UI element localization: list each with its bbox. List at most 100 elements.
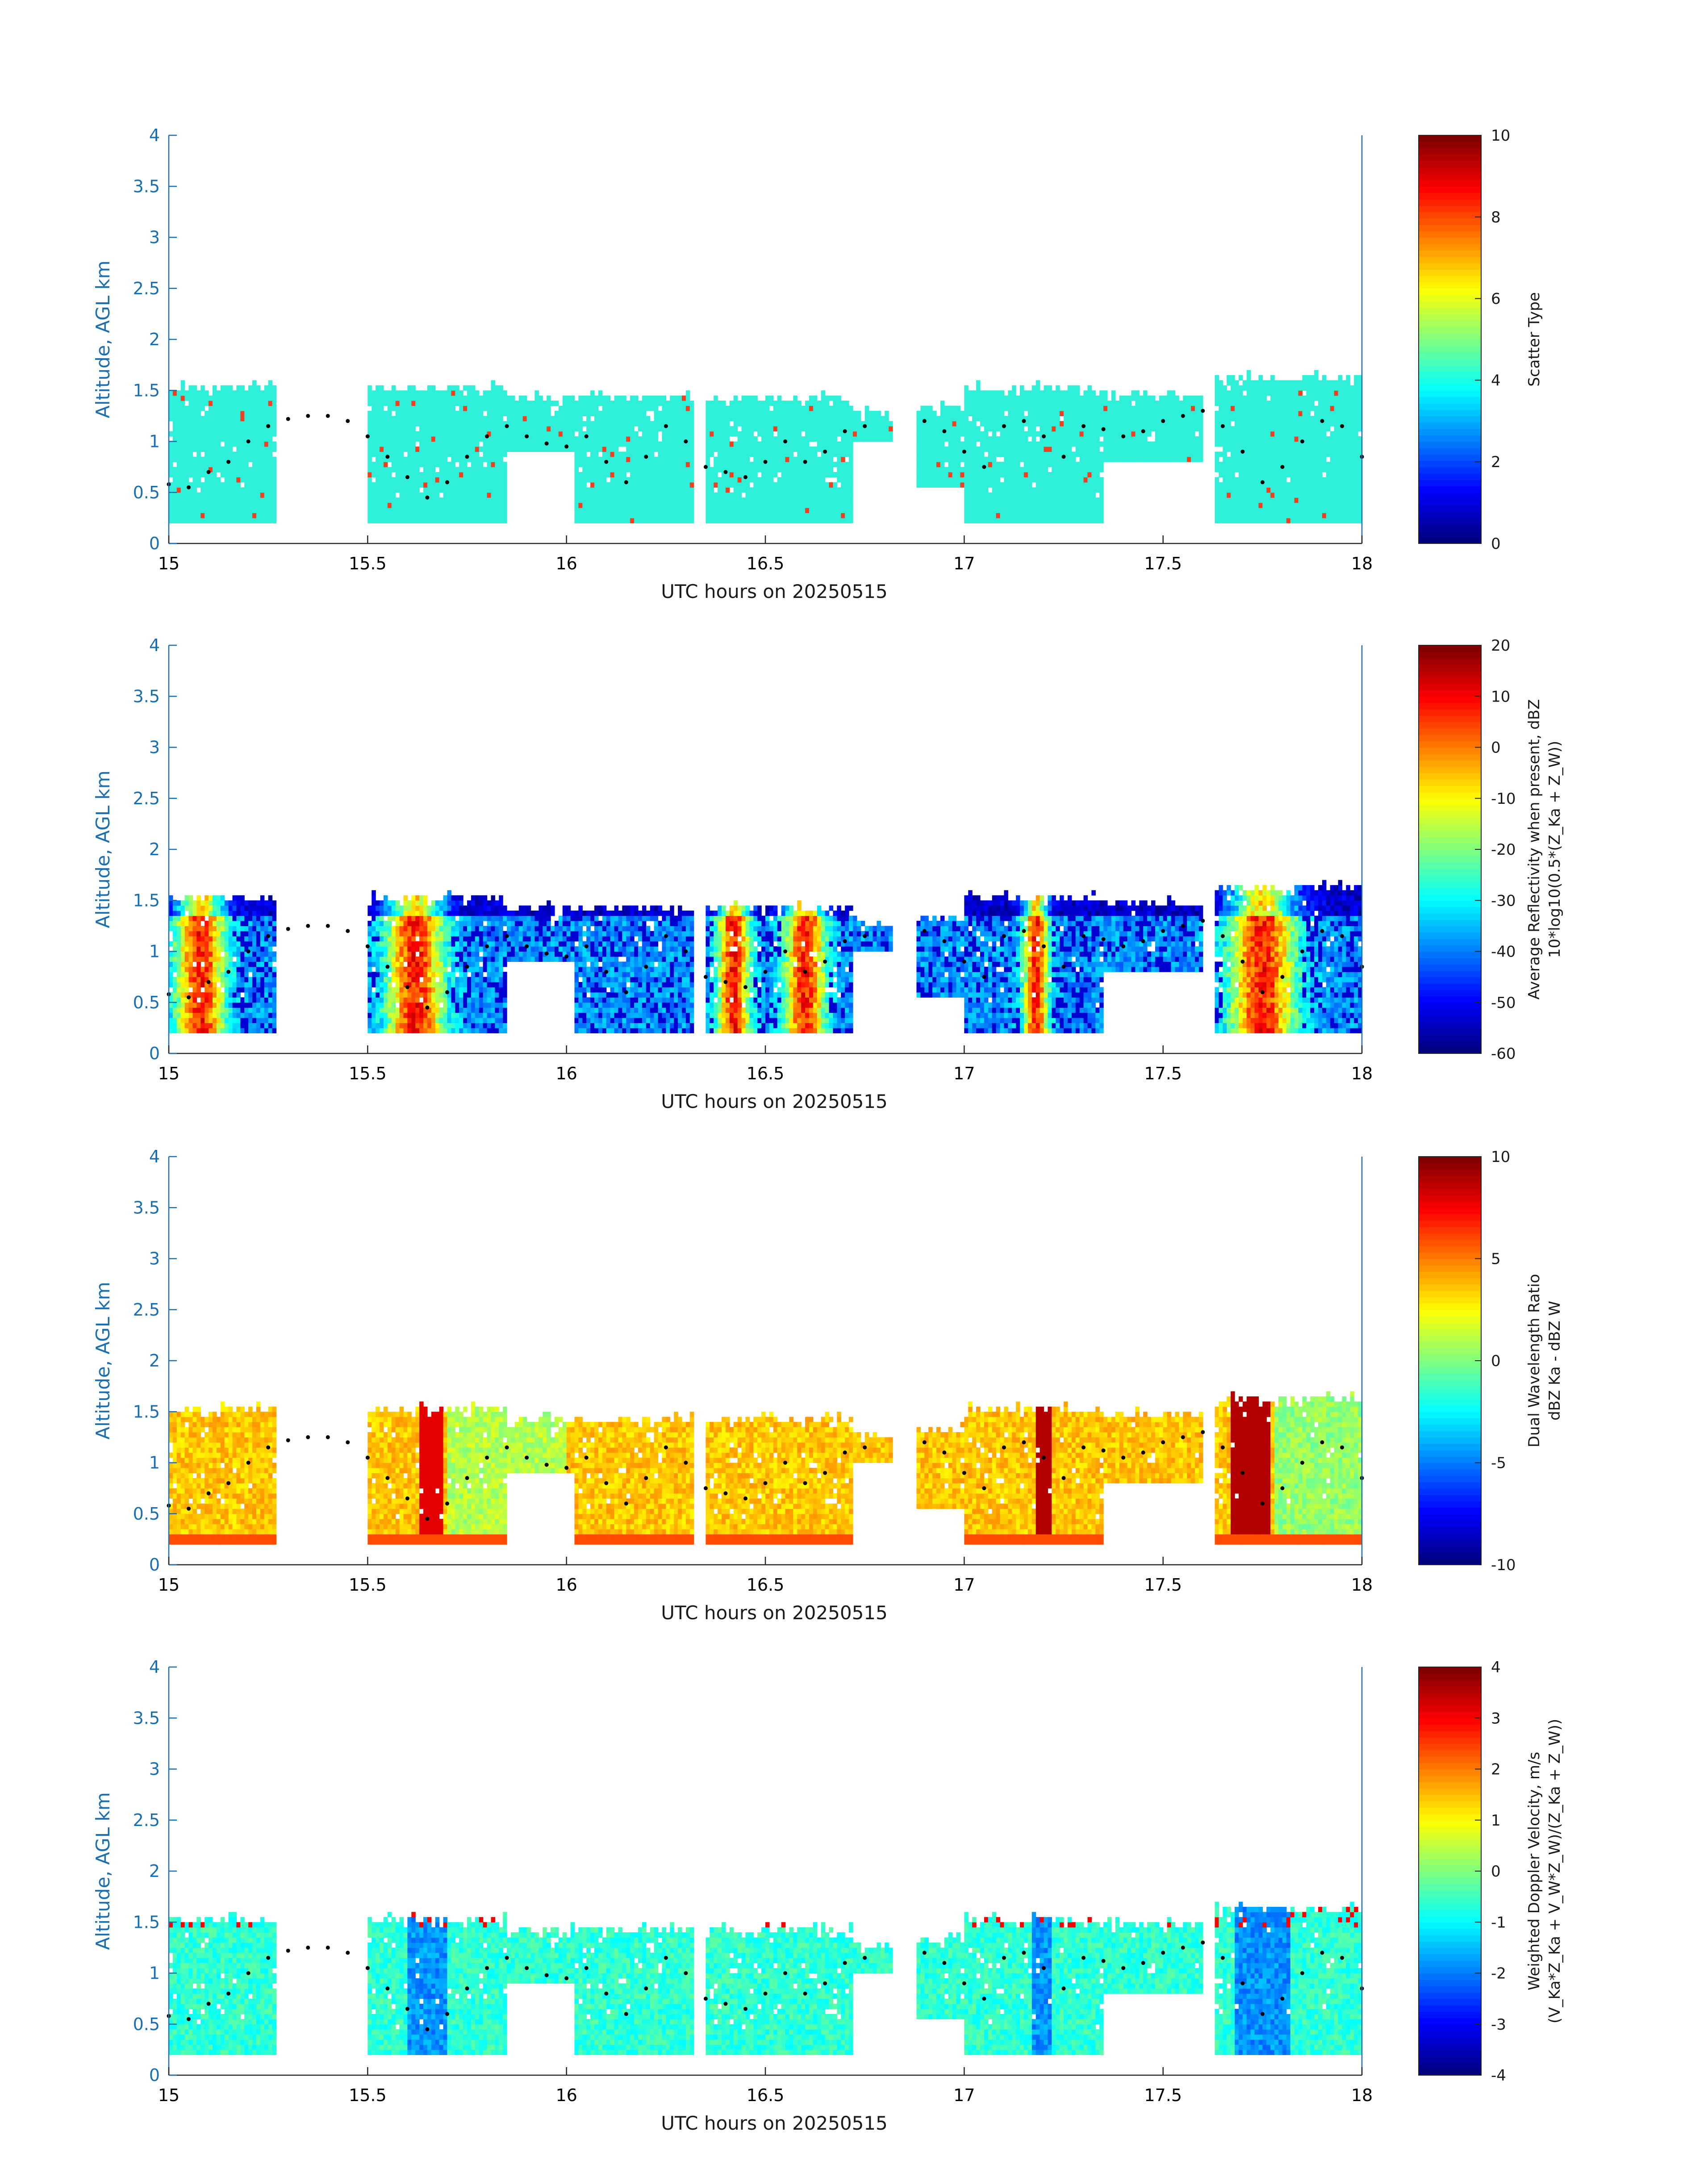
heatmap-cell xyxy=(1024,472,1028,477)
heatmap-cell xyxy=(805,497,810,503)
heatmap-cell xyxy=(730,431,734,437)
heatmap-cell xyxy=(1231,375,1235,380)
heatmap-cell xyxy=(769,482,774,488)
heatmap-cell xyxy=(841,416,845,421)
heatmap-cell xyxy=(1235,477,1239,482)
heatmap-cell xyxy=(252,451,257,457)
heatmap-cell xyxy=(1044,385,1048,391)
heatmap-cell xyxy=(256,406,261,411)
heatmap-cell xyxy=(495,411,499,416)
heatmap-cell xyxy=(932,462,937,467)
heatmap-cell xyxy=(1227,467,1231,472)
heatmap-cell xyxy=(1143,436,1148,442)
heatmap-cell xyxy=(777,426,782,431)
heatmap-cell xyxy=(749,508,754,513)
heatmap-cell xyxy=(944,421,949,426)
heatmap-cell xyxy=(1068,467,1072,472)
heatmap-cell xyxy=(1004,472,1008,477)
heatmap-cell xyxy=(1036,482,1040,488)
heatmap-cell xyxy=(710,493,714,498)
heatmap-cell xyxy=(451,426,455,431)
heatmap-cell xyxy=(511,401,515,406)
heatmap-cell xyxy=(1131,426,1136,431)
heatmap-cell xyxy=(825,421,830,426)
heatmap-cell xyxy=(618,421,622,426)
heatmap-cell xyxy=(1020,396,1024,401)
heatmap-cell xyxy=(467,416,472,421)
heatmap-cell xyxy=(1183,436,1187,442)
heatmap-cell xyxy=(372,426,376,431)
heatmap-cell xyxy=(726,411,730,416)
heatmap-cell xyxy=(192,401,197,406)
heatmap-cell xyxy=(1004,406,1008,411)
heatmap-cell xyxy=(1060,472,1064,477)
heatmap-cell xyxy=(1235,467,1239,472)
heatmap-cell xyxy=(630,416,635,421)
heatmap-cell xyxy=(233,467,237,472)
heatmap-cell xyxy=(423,508,428,513)
heatmap-cell xyxy=(256,421,261,426)
heatmap-cell xyxy=(1036,508,1040,513)
heatmap-cell xyxy=(686,487,690,493)
heatmap-cell xyxy=(742,451,746,457)
heatmap-cell xyxy=(753,467,758,472)
heatmap-cell xyxy=(849,493,853,498)
heatmap-cell xyxy=(630,477,635,482)
heatmap-cell xyxy=(177,431,181,437)
heatmap-cell xyxy=(403,447,408,452)
heatmap-cell xyxy=(618,442,622,447)
heatmap-cell xyxy=(809,518,814,523)
heatmap-cell xyxy=(1219,518,1223,523)
heatmap-cell xyxy=(984,508,989,513)
heatmap-cell xyxy=(714,518,718,523)
heatmap-cell xyxy=(984,503,989,508)
heatmap-cell xyxy=(706,477,710,482)
heatmap-cell xyxy=(801,482,806,488)
heatmap-cell xyxy=(491,431,495,437)
heatmap-cell xyxy=(268,385,273,391)
heatmap-cell xyxy=(686,406,690,411)
heatmap-cell xyxy=(415,482,420,488)
heatmap-cell xyxy=(598,436,603,442)
heatmap-cell xyxy=(952,416,957,421)
heatmap-cell xyxy=(654,431,659,437)
heatmap-cell xyxy=(809,503,814,508)
heatmap-cell xyxy=(602,493,607,498)
heatmap-cell xyxy=(825,482,830,488)
heatmap-cell xyxy=(1060,406,1064,411)
heatmap-cell xyxy=(976,477,981,482)
heatmap-cell xyxy=(793,457,798,462)
heatmap-cell xyxy=(1115,411,1120,416)
heatmap-cell xyxy=(264,472,269,477)
heatmap-cell xyxy=(487,493,492,498)
heatmap-cell xyxy=(626,411,631,416)
heatmap-cell xyxy=(662,436,666,442)
heatmap-cell xyxy=(209,503,213,508)
heatmap-cell xyxy=(1028,503,1032,508)
heatmap-cell xyxy=(272,396,277,401)
heatmap-cell xyxy=(1004,436,1008,442)
heatmap-cell xyxy=(1179,401,1183,406)
heatmap-cell xyxy=(407,416,412,421)
heatmap-cell xyxy=(1167,390,1172,396)
heatmap-cell xyxy=(491,411,495,416)
heatmap-cell xyxy=(658,493,663,498)
heatmap-cell xyxy=(964,401,969,406)
heatmap-cell xyxy=(753,436,758,442)
heatmap-cell xyxy=(956,462,961,467)
heatmap-cell xyxy=(1084,411,1088,416)
heatmap-cell xyxy=(192,482,197,488)
heatmap-cell xyxy=(435,390,440,396)
heatmap-cell xyxy=(634,518,639,523)
heatmap-cell xyxy=(491,380,495,385)
heatmap-cell xyxy=(877,411,881,416)
heatmap-cell xyxy=(682,477,686,482)
heatmap-cell xyxy=(268,436,273,442)
heatmap-cell xyxy=(260,426,265,431)
heatmap-cell xyxy=(499,426,503,431)
heatmap-cell xyxy=(734,416,738,421)
heatmap-cell xyxy=(849,487,853,493)
heatmap-cell xyxy=(531,421,535,426)
heatmap-cell xyxy=(431,518,436,523)
heatmap-cell xyxy=(185,447,189,452)
